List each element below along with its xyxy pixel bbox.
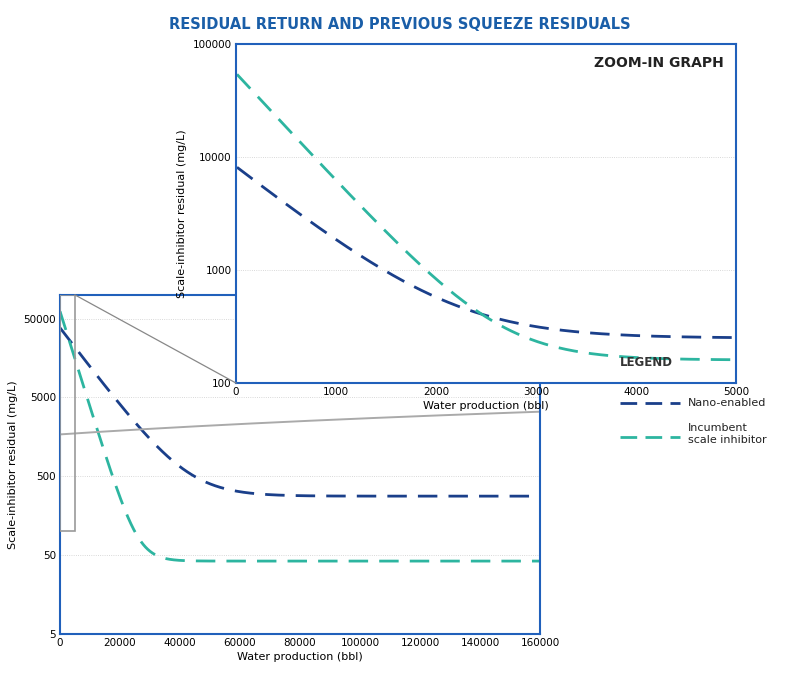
Bar [60,295,75,532]
X-axis label: Water production (bbl): Water production (bbl) [237,652,363,662]
Text: Nano-enabled: Nano-enabled [688,399,766,408]
Y-axis label: Scale-inhibitor residual (mg/L): Scale-inhibitor residual (mg/L) [177,129,187,298]
Text: ZOOM-IN GRAPH: ZOOM-IN GRAPH [594,56,723,70]
X-axis label: Water production (bbl): Water production (bbl) [423,401,549,412]
Y-axis label: Scale-inhibitor residual (mg/L): Scale-inhibitor residual (mg/L) [8,380,18,549]
Text: LEGEND: LEGEND [620,356,673,369]
Text: Incumbent
scale inhibitor: Incumbent scale inhibitor [688,423,766,445]
Text: RESIDUAL RETURN AND PREVIOUS SQUEEZE RESIDUALS: RESIDUAL RETURN AND PREVIOUS SQUEEZE RES… [169,17,631,32]
